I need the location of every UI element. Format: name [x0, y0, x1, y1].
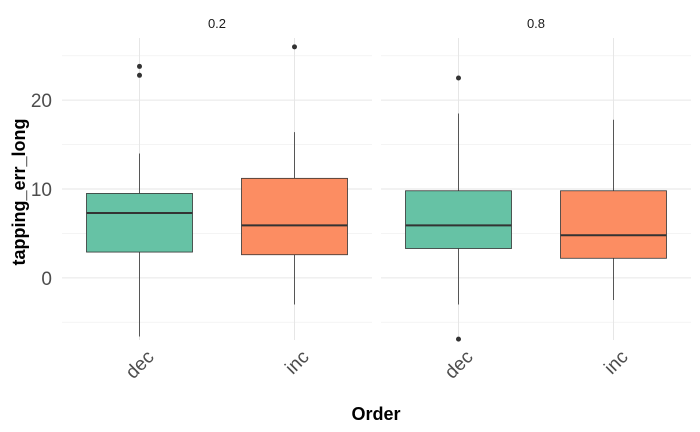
facet-strip-labels: 0.2 0.8 — [208, 16, 545, 31]
box-body — [560, 190, 667, 259]
box-body — [86, 193, 193, 253]
y-tick-label: 20 — [31, 91, 52, 112]
outlier-point — [456, 75, 461, 81]
facet-label: 0.8 — [527, 16, 545, 31]
box-body — [405, 190, 512, 249]
outlier-point — [137, 63, 142, 69]
outlier-point — [292, 44, 297, 50]
x-tick-label: dec — [441, 347, 478, 384]
outlier-point — [137, 72, 142, 78]
x-axis-ticks: dec inc dec inc — [122, 347, 633, 384]
y-axis-title: tapping_err_long — [9, 118, 29, 265]
box-layer — [86, 44, 667, 342]
y-axis-ticks: 0 10 20 — [31, 91, 52, 290]
x-tick-label: dec — [122, 347, 159, 384]
x-tick-label: inc — [600, 347, 632, 379]
grid-layer — [62, 38, 691, 340]
x-axis-title: Order — [351, 404, 400, 424]
box-dec — [405, 75, 512, 342]
facet-label: 0.2 — [208, 16, 226, 31]
outlier-point — [456, 336, 461, 342]
box-inc — [560, 119, 667, 301]
y-tick-label: 10 — [31, 180, 52, 201]
x-tick-label: inc — [281, 347, 313, 379]
y-tick-label: 0 — [41, 269, 52, 290]
box-body — [241, 177, 348, 256]
box-dec — [86, 63, 193, 337]
box-inc — [241, 44, 348, 305]
